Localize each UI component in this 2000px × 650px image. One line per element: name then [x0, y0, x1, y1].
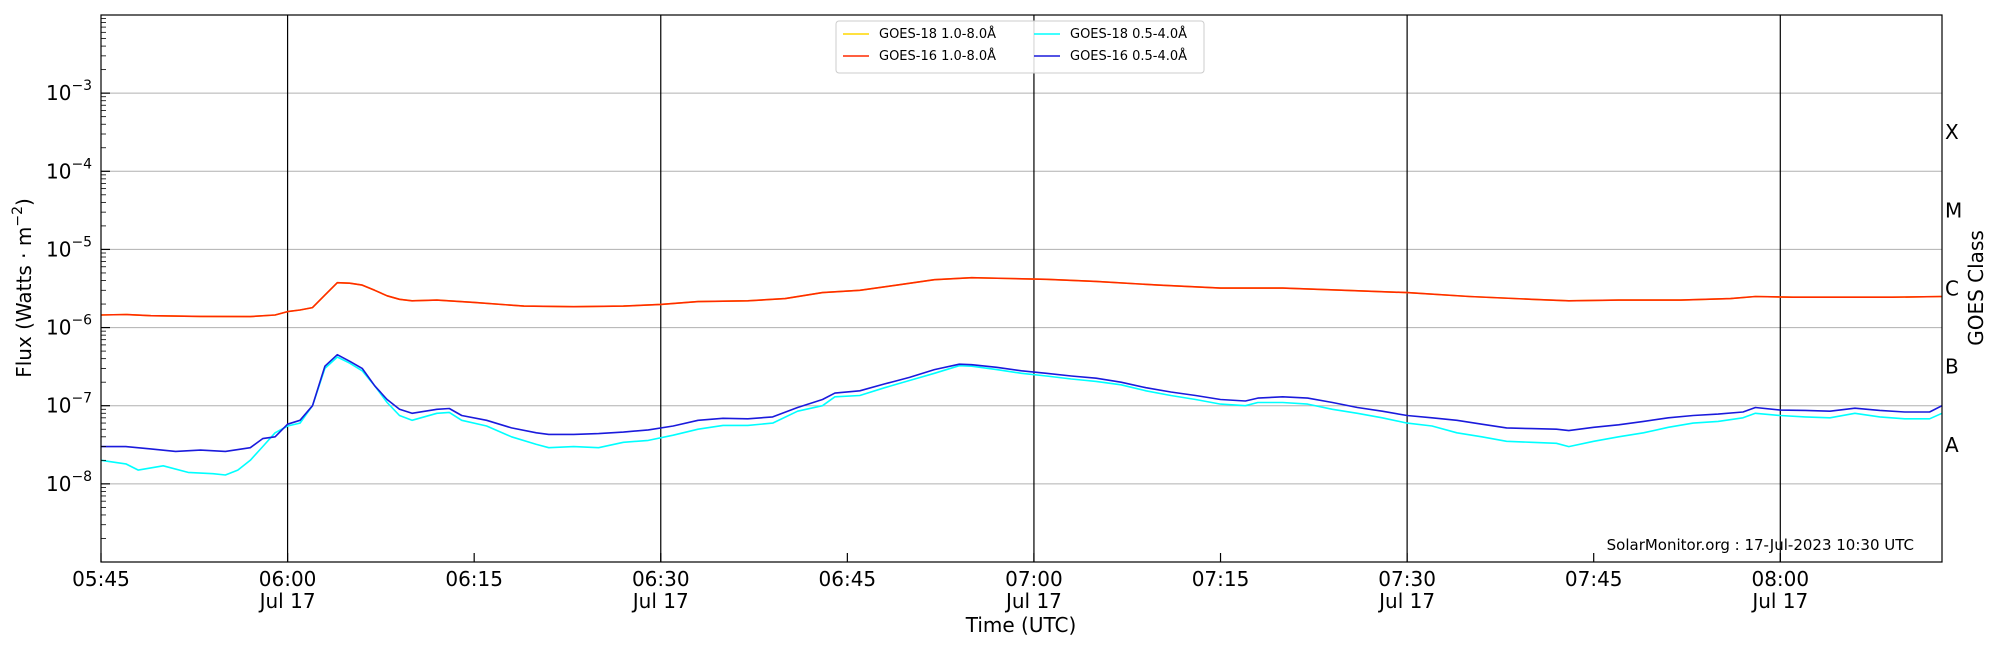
x-tick-label: 06:00: [259, 567, 317, 591]
y-tick-label: 10−4: [46, 156, 92, 183]
x-tick-label: 06:30: [632, 567, 690, 591]
goes-class-label: C: [1945, 277, 1959, 301]
y-tick-label: 10−5: [46, 234, 92, 261]
x-tick-label: 06:45: [819, 567, 877, 591]
legend-label: GOES-16 0.5-4.0Å: [1070, 48, 1187, 64]
y-tick-label: 10−6: [46, 313, 92, 340]
axis-labels: Time (UTC) Flux (Watts · m−2) GOES Class: [10, 198, 1988, 637]
legend-label: GOES-18 1.0-8.0Å: [879, 26, 996, 42]
x-tick-label: 07:30: [1378, 567, 1436, 591]
goes-class-label: X: [1945, 120, 1959, 144]
x-tick-label: 05:45: [72, 567, 130, 591]
x-tick-date-label: Jul 17: [631, 589, 689, 613]
legend-label: GOES-16 1.0-8.0Å: [879, 48, 996, 64]
credit-text: SolarMonitor.org : 17-Jul-2023 10:30 UTC: [1607, 536, 1914, 554]
goes-class-label: M: [1945, 198, 1962, 222]
grid-lines: [101, 15, 1942, 562]
series-line: [100, 356, 1943, 476]
data-series: [100, 276, 1943, 476]
goes-class-label: B: [1945, 355, 1959, 379]
series-line: [100, 276, 1943, 318]
y-tick-label: 10−8: [46, 469, 92, 496]
x-tick-date-label: Jul 17: [1377, 589, 1435, 613]
y-tick-label: 10−3: [46, 78, 92, 105]
plot-frame: [100, 14, 1943, 563]
x-tick-label: 07:00: [1005, 567, 1063, 591]
goes-class-axis-label: GOES Class: [1964, 230, 1988, 346]
series-line: [101, 353, 1943, 453]
x-tick-date-label: Jul 17: [1004, 589, 1062, 613]
y-tick-label: 10−7: [46, 391, 92, 418]
y-axis-label: Flux (Watts · m−2): [10, 198, 36, 378]
legend: GOES-18 1.0-8.0Å GOES-16 1.0-8.0Å GOES-18 …: [835, 20, 1205, 74]
x-tick-date-label: Jul 17: [1750, 589, 1808, 613]
x-axis-label: Time (UTC): [965, 613, 1077, 637]
x-tick-label: 06:15: [445, 567, 503, 591]
x-tick-label: 07:45: [1565, 567, 1623, 591]
x-tick-date-label: Jul 17: [258, 589, 316, 613]
legend-label: GOES-18 0.5-4.0Å: [1070, 26, 1187, 42]
x-tick-label: 08:00: [1751, 567, 1809, 591]
x-tick-label: 07:15: [1192, 567, 1250, 591]
legend-box: [835, 20, 1205, 74]
goes-class-label: A: [1945, 433, 1959, 457]
